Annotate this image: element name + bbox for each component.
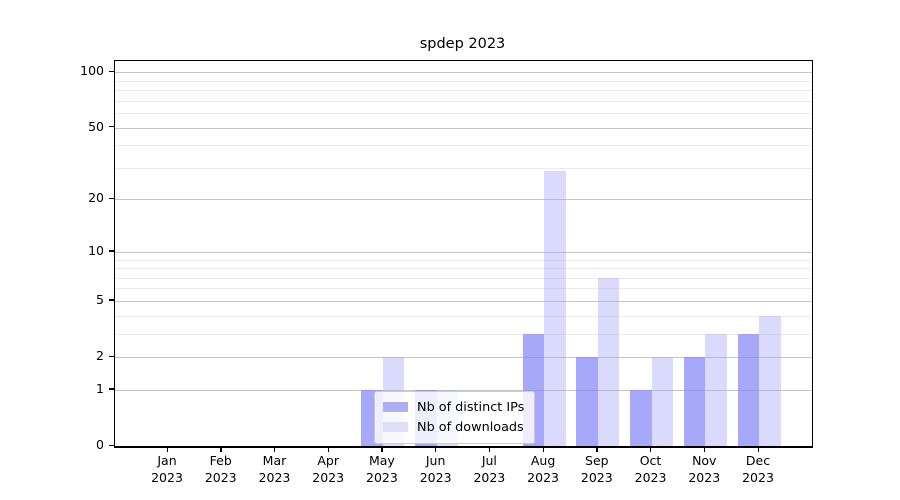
y-gridline-minor — [115, 80, 812, 82]
x-tick-mark — [703, 447, 706, 452]
x-tick-label: Nov 2023 — [688, 453, 721, 485]
x-tick-label: Feb 2023 — [204, 453, 237, 485]
x-tick-label: Oct 2023 — [634, 453, 667, 485]
legend-item-distinct-ips: Nb of distinct IPs — [383, 397, 524, 417]
y-gridline-minor — [115, 333, 812, 335]
y-gridline-minor — [115, 277, 812, 279]
bar-distinct-ips — [576, 357, 598, 446]
y-tick-label: 5 — [96, 291, 104, 307]
plot-area — [114, 60, 813, 448]
y-tick-mark — [109, 126, 114, 128]
bar-downloads — [705, 333, 727, 446]
x-tick-mark — [220, 447, 222, 452]
legend-swatch-distinct-ips — [383, 402, 408, 412]
y-tick-mark — [109, 388, 114, 390]
x-tick-mark — [273, 447, 276, 452]
bar-downloads — [597, 277, 620, 446]
y-tick-mark — [109, 197, 114, 200]
y-tick-mark — [109, 355, 114, 357]
legend-label: Nb of distinct IPs — [417, 399, 525, 415]
legend-label: Nb of downloads — [417, 419, 524, 435]
y-gridline-minor — [115, 268, 812, 270]
x-tick-label: Sep 2023 — [580, 453, 613, 485]
legend-item-downloads: Nb of downloads — [383, 417, 524, 437]
bar-downloads — [651, 357, 674, 446]
y-tick-mark — [109, 444, 114, 446]
x-tick-mark — [488, 447, 491, 452]
y-gridline-minor — [115, 315, 812, 317]
y-tick-mark — [109, 299, 114, 301]
x-tick-label: Jan 2023 — [151, 453, 183, 485]
y-tick-label: 2 — [96, 348, 104, 364]
y-gridline-minor — [115, 90, 812, 92]
legend-swatch-downloads — [383, 422, 408, 432]
x-tick-mark — [757, 447, 759, 452]
x-tick-mark — [381, 447, 383, 452]
y-gridline-minor — [115, 145, 812, 147]
y-gridline-major — [115, 199, 812, 201]
bar-distinct-ips — [630, 389, 652, 446]
bar-distinct-ips — [737, 333, 759, 446]
y-tick-label: 20 — [88, 190, 104, 206]
y-tick-mark — [109, 250, 114, 252]
chart-title: spdep 2023 — [419, 36, 506, 52]
y-tick-label: 10 — [88, 242, 104, 258]
x-tick-mark — [166, 447, 168, 452]
y-gridline-minor — [115, 100, 812, 102]
x-tick-label: Aug 2023 — [527, 453, 559, 485]
y-gridline-major — [115, 300, 812, 302]
x-tick-mark — [435, 447, 437, 452]
x-tick-label: Jun 2023 — [419, 453, 452, 485]
x-tick-label: May 2023 — [366, 453, 398, 485]
x-tick-mark — [327, 447, 329, 452]
x-tick-label: Dec 2023 — [742, 453, 774, 485]
x-tick-mark — [596, 447, 598, 452]
legend: Nb of distinct IPs Nb of downloads — [374, 391, 536, 444]
x-tick-label: Jul 2023 — [473, 453, 506, 485]
y-gridline-minor — [115, 113, 812, 115]
y-gridline-minor — [115, 259, 812, 261]
y-gridline-minor — [115, 167, 812, 169]
y-gridline-major — [115, 72, 812, 74]
y-gridline-major — [115, 389, 812, 391]
bar-downloads — [759, 315, 781, 446]
y-tick-label: 50 — [88, 118, 104, 134]
y-gridline-minor — [115, 288, 812, 290]
y-tick-label: 0 — [96, 437, 104, 452]
y-gridline-major — [115, 251, 812, 253]
y-tick-label: 100 — [80, 63, 104, 79]
y-tick-mark — [109, 70, 114, 72]
x-tick-label: Mar 2023 — [258, 453, 291, 485]
y-gridline-major — [115, 127, 812, 129]
bar-downloads — [544, 170, 566, 446]
y-tick-label: 1 — [96, 380, 104, 396]
x-tick-mark — [650, 447, 652, 452]
bar-distinct-ips — [683, 357, 706, 446]
x-tick-mark — [542, 447, 544, 452]
x-tick-label: Apr 2023 — [312, 453, 345, 485]
y-gridline-major — [115, 357, 812, 359]
